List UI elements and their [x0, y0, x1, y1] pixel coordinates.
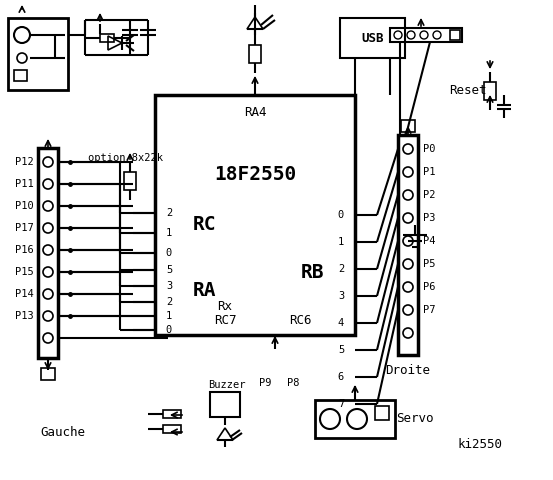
Bar	[8, 18, 68, 90]
Text: P9: P9	[259, 378, 272, 388]
Circle shape	[43, 333, 53, 343]
Bar	[398, 135, 418, 355]
Text: P5: P5	[423, 259, 436, 269]
Bar	[155, 95, 355, 335]
Bar	[401, 120, 415, 132]
Circle shape	[433, 31, 441, 39]
Bar	[41, 368, 55, 380]
Circle shape	[43, 223, 53, 233]
Text: Droite: Droite	[385, 364, 430, 377]
Text: P7: P7	[423, 305, 436, 315]
Bar	[450, 30, 460, 40]
Circle shape	[394, 31, 402, 39]
Bar	[100, 34, 114, 42]
Text: Servo: Servo	[397, 412, 434, 425]
Text: 0: 0	[166, 248, 172, 258]
Text: P8: P8	[287, 378, 299, 388]
Bar	[14, 70, 27, 81]
Text: RB: RB	[301, 264, 325, 283]
Text: 7: 7	[338, 399, 344, 409]
Text: RC6: RC6	[289, 313, 311, 326]
Text: P17: P17	[15, 223, 34, 233]
Text: Gauche: Gauche	[40, 425, 86, 439]
Circle shape	[403, 259, 413, 269]
Text: P14: P14	[15, 289, 34, 299]
Text: 1: 1	[338, 237, 344, 247]
Circle shape	[407, 31, 415, 39]
Bar	[315, 400, 395, 438]
Circle shape	[403, 190, 413, 200]
Text: RA: RA	[193, 280, 217, 300]
Circle shape	[43, 311, 53, 321]
Circle shape	[17, 53, 27, 63]
Text: 5: 5	[166, 265, 172, 275]
Text: 0: 0	[338, 210, 344, 220]
Text: P6: P6	[423, 282, 436, 292]
Circle shape	[347, 409, 367, 429]
Text: P11: P11	[15, 179, 34, 189]
Circle shape	[420, 31, 428, 39]
Circle shape	[403, 328, 413, 338]
Circle shape	[320, 409, 340, 429]
Circle shape	[43, 289, 53, 299]
Text: P3: P3	[423, 213, 436, 223]
Bar	[210, 392, 240, 417]
Text: RA4: RA4	[244, 107, 266, 120]
Text: 18F2550: 18F2550	[214, 166, 296, 184]
Bar	[484, 82, 496, 100]
Bar	[163, 410, 181, 418]
Text: P0: P0	[423, 144, 436, 154]
Circle shape	[403, 236, 413, 246]
Circle shape	[403, 167, 413, 177]
Text: 4: 4	[338, 318, 344, 328]
Text: 5: 5	[338, 345, 344, 355]
Circle shape	[403, 213, 413, 223]
Bar	[124, 172, 136, 190]
Bar	[340, 18, 405, 58]
Text: P15: P15	[15, 267, 34, 277]
Text: 2: 2	[338, 264, 344, 274]
Text: P4: P4	[423, 236, 436, 246]
Bar	[38, 148, 58, 358]
Text: RC: RC	[193, 216, 217, 235]
Text: 0: 0	[166, 325, 172, 335]
Text: 1: 1	[166, 228, 172, 238]
Text: P13: P13	[15, 311, 34, 321]
Circle shape	[43, 201, 53, 211]
Circle shape	[403, 144, 413, 154]
Text: 3: 3	[166, 281, 172, 291]
Text: USB: USB	[361, 32, 384, 45]
Text: 2: 2	[166, 208, 172, 218]
Text: P10: P10	[15, 201, 34, 211]
Text: 3: 3	[338, 291, 344, 301]
Text: option 8x22k: option 8x22k	[88, 153, 163, 163]
Text: Rx: Rx	[217, 300, 232, 313]
Text: 6: 6	[338, 372, 344, 382]
Text: Buzzer: Buzzer	[208, 380, 246, 390]
Text: P16: P16	[15, 245, 34, 255]
Circle shape	[403, 282, 413, 292]
Text: ki2550: ki2550	[457, 439, 503, 452]
Bar	[163, 425, 181, 433]
Text: RC7: RC7	[214, 313, 236, 326]
Circle shape	[43, 245, 53, 255]
Text: P12: P12	[15, 157, 34, 167]
Text: 1: 1	[166, 311, 172, 321]
Circle shape	[403, 305, 413, 315]
Bar	[249, 45, 261, 63]
Bar	[390, 28, 462, 42]
Text: 2: 2	[166, 297, 172, 307]
Text: P1: P1	[423, 167, 436, 177]
Text: Reset: Reset	[449, 84, 487, 96]
Text: P2: P2	[423, 190, 436, 200]
Circle shape	[43, 179, 53, 189]
Circle shape	[14, 27, 30, 43]
Circle shape	[43, 157, 53, 167]
Circle shape	[43, 267, 53, 277]
Bar	[375, 406, 389, 420]
